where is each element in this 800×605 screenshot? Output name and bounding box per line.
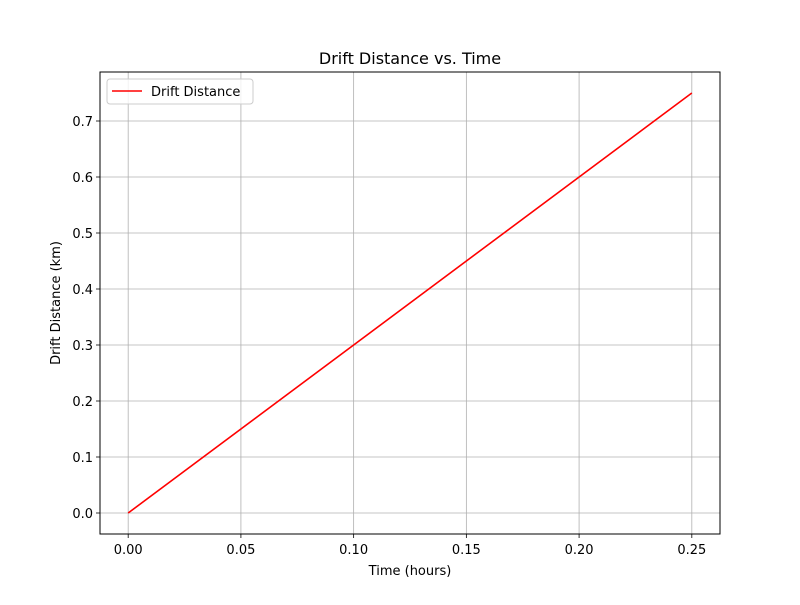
legend: Drift Distance (106, 78, 254, 105)
chart-title: Drift Distance vs. Time (319, 49, 501, 68)
y-tick-label: 0.4 (72, 283, 93, 298)
x-tick-label: 0.15 (452, 543, 481, 558)
x-axis-label: Time (hours) (368, 564, 452, 579)
x-tick-label: 0.10 (339, 543, 368, 558)
y-tick-label: 0.1 (72, 451, 93, 466)
x-tick-label: 0.00 (114, 543, 143, 558)
y-tick-label: 0.7 (72, 115, 93, 130)
y-tick-label: 0.5 (72, 227, 93, 242)
y-axis-label: Drift Distance (km) (49, 241, 64, 365)
x-tick-label: 0.20 (565, 543, 594, 558)
y-tick-label: 0.0 (72, 507, 93, 522)
x-tick-label: 0.25 (677, 543, 706, 558)
legend-box (106, 78, 254, 105)
y-tick-label: 0.3 (72, 339, 93, 354)
ticks: 0.00 0.05 0.10 0.15 0.20 0.25 0.0 0.1 0.2 0.3 0.4 0… (72, 115, 706, 558)
legend-label-drift-distance: Drift Distance (151, 85, 240, 100)
series-layer (127, 92, 693, 514)
series-line-drift-distance (127, 92, 693, 514)
y-tick-label: 0.6 (72, 171, 93, 186)
y-tick-label: 0.2 (72, 395, 93, 410)
x-tick-label: 0.05 (226, 543, 255, 558)
plot-frame (99, 71, 721, 535)
